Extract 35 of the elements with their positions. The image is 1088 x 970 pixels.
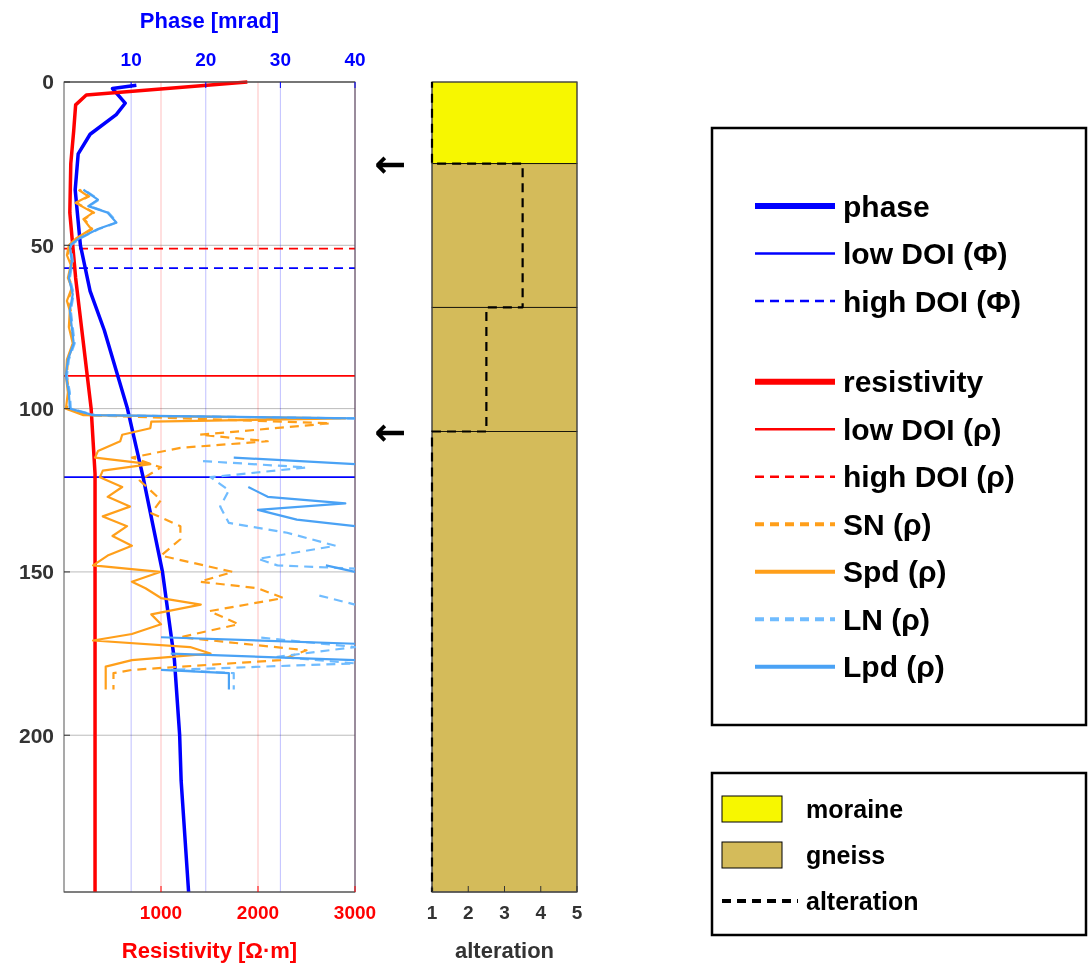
legend-label: alteration [806,886,919,915]
legend-label: low DOI (ρ) [843,412,1002,446]
y-tick-label: 200 [18,723,54,747]
y-tick-label: 50 [30,233,54,257]
legend-label: SN (ρ) [843,507,932,541]
y-tick-label: 150 [18,560,54,584]
x2-tick-label: 40 [344,49,366,70]
x-tick-label: 3000 [333,902,377,923]
legend-label: resistivity [843,365,984,399]
legend-label: high DOI (Φ) [843,284,1021,318]
x2-axis-title: Phase [mrad] [139,8,280,33]
legend-label: gneiss [806,840,886,869]
y-tick-label: 100 [18,396,54,420]
x-axis-title: alteration [454,938,555,963]
x-tick-label: 2000 [236,902,280,923]
x-tick-label: 1 [426,902,438,923]
x-axis-title: Resistivity [Ω·m] [121,938,298,963]
legend-label: phase [843,189,930,223]
legend-label: moraine [806,794,904,823]
legend-label: Spd (ρ) [843,555,947,589]
x-tick-label: 5 [571,902,583,923]
x-tick-label: 2 [462,902,474,923]
x2-tick-label: 10 [120,49,142,70]
legend-label: low DOI (Φ) [843,237,1008,270]
annotation: ← [374,141,406,186]
x2-tick-label: 20 [195,49,217,70]
x2-tick-label: 30 [269,49,291,70]
y-tick-label: 0 [42,70,54,94]
x-tick-label: 1000 [139,902,183,923]
x-tick-label: 3 [499,902,510,923]
legend-label: Lpd (ρ) [843,650,945,684]
annotation: ← [374,409,406,454]
x-tick-label: 4 [535,902,547,923]
legend-label: high DOI (ρ) [843,460,1015,494]
legend-label: LN (ρ) [843,602,930,636]
